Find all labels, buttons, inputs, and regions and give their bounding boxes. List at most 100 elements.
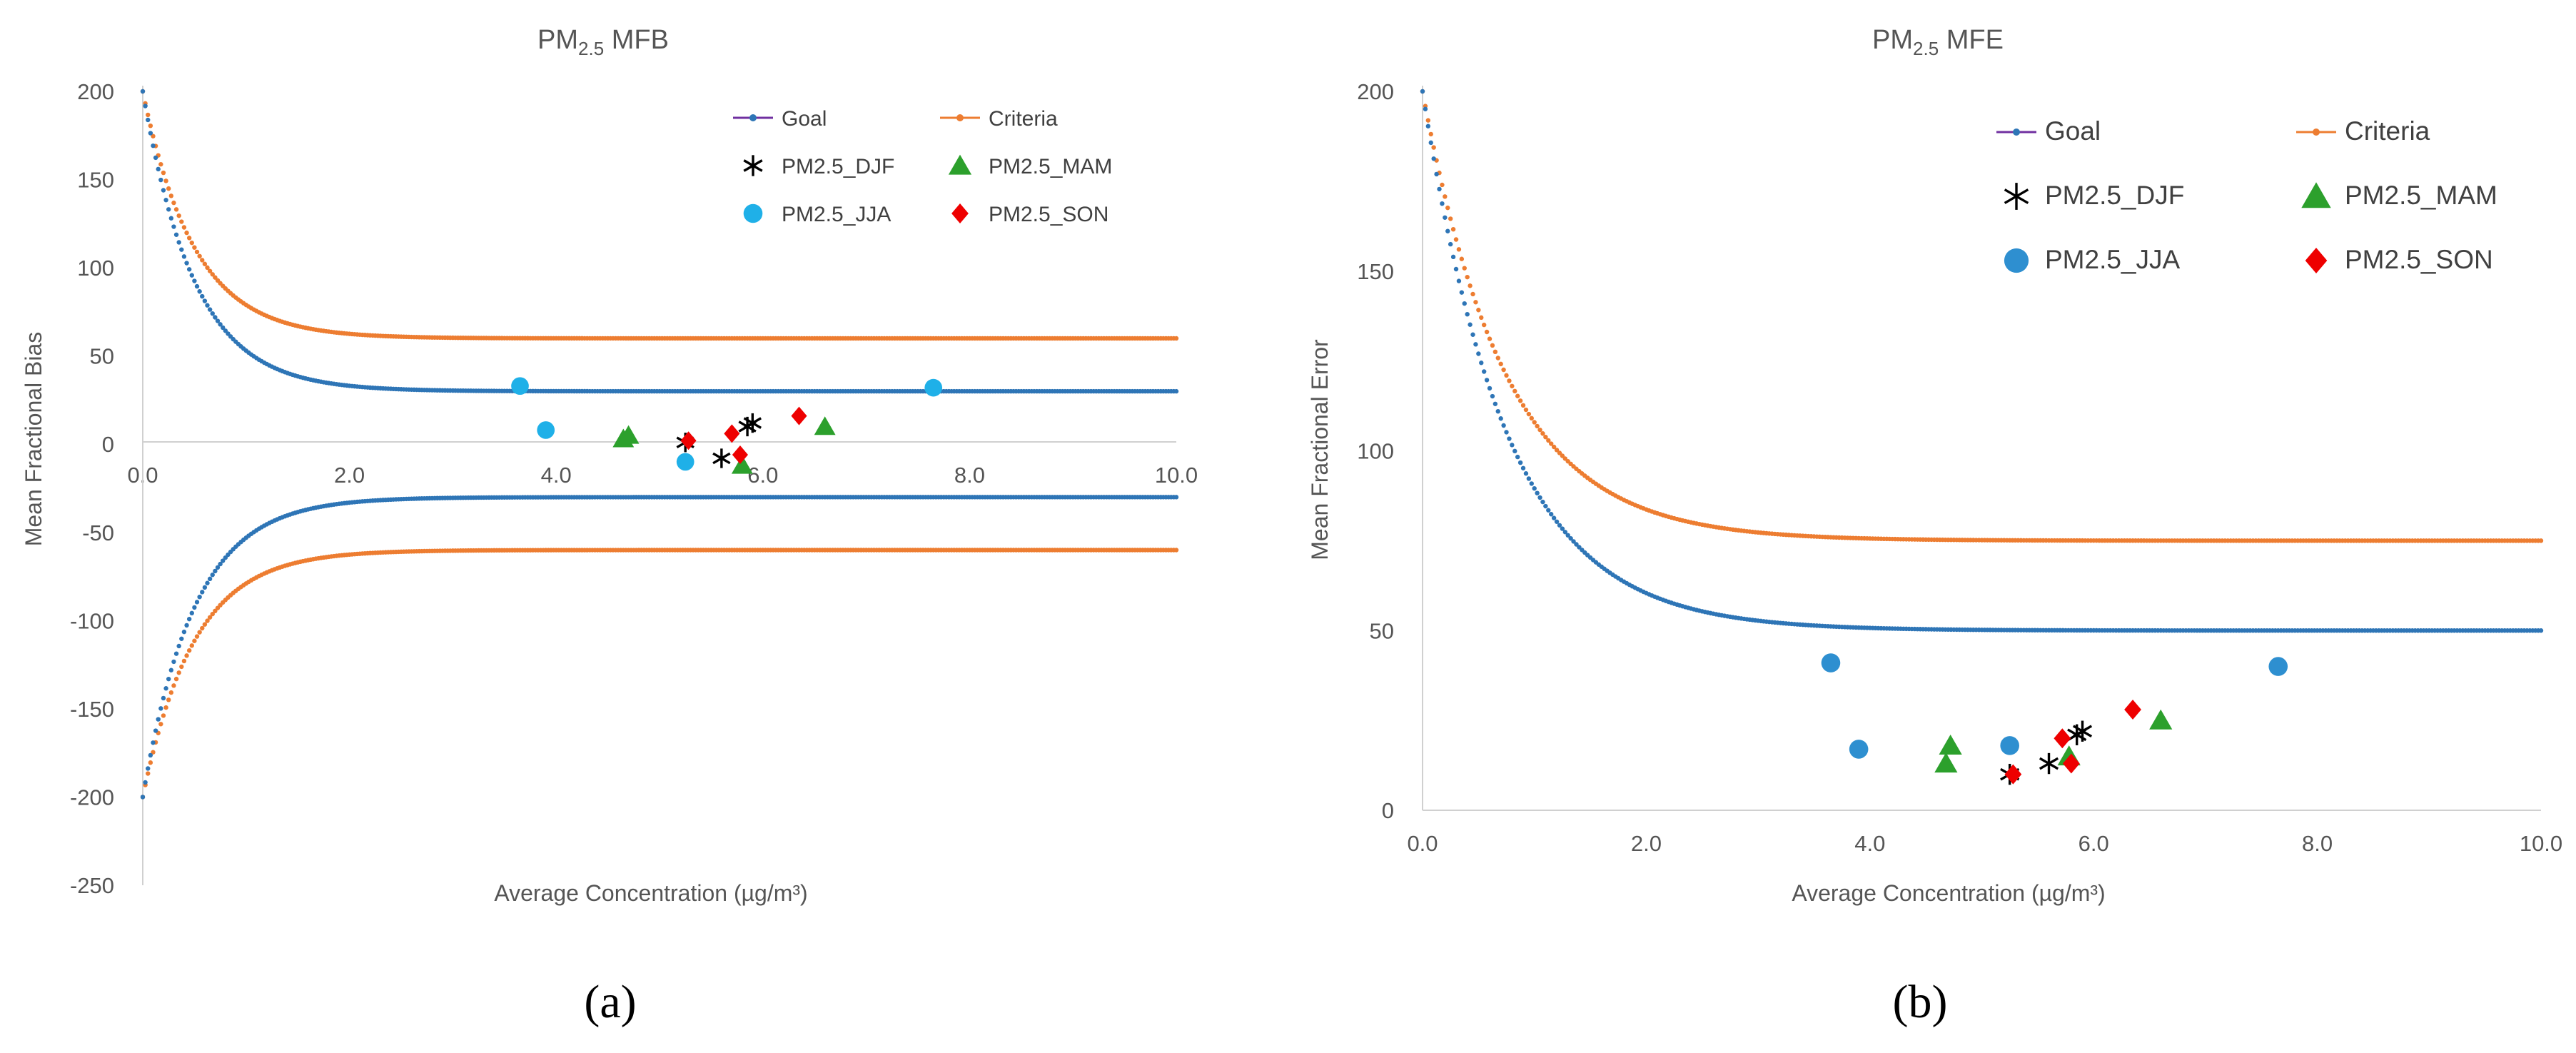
y-tick-label: 200	[77, 79, 114, 104]
x-tick-label: 10.0	[1155, 463, 1198, 488]
chart-b-title: PM2.5 MFE	[1872, 25, 2004, 59]
criteria-curve-lower	[140, 548, 1179, 800]
legend-marker-swatch	[2004, 183, 2029, 210]
data-point-pm25-jja	[511, 377, 529, 395]
data-point-pm25-djf	[712, 448, 731, 468]
legend-label: PM2.5_JJA	[2045, 245, 2181, 274]
legend-label: PM2.5_SON	[989, 203, 1108, 226]
y-tick-label: 100	[1357, 439, 1394, 464]
chart-b-y-tick-labels: 200 150 100 50 0	[1357, 79, 1394, 823]
x-tick-label: 8.0	[2302, 831, 2333, 856]
y-tick-label: 50	[90, 344, 114, 369]
y-tick-label: -200	[70, 785, 114, 810]
x-tick-label: 4.0	[541, 463, 572, 488]
legend-marker-swatch	[743, 155, 763, 176]
legend-marker-swatch	[2004, 248, 2029, 273]
legend-label: Criteria	[989, 107, 1058, 131]
legend-item-pm25-djf: PM2.5_DJF	[743, 155, 894, 178]
chart-panel-b: PM2.5 MFE Mean Fractional Error Average …	[1307, 25, 2562, 906]
chart-a-curves	[140, 89, 1179, 800]
chart-a-y-tick-labels: 200 150 100 50 0 -50 -100 -150 -200 -250	[70, 79, 114, 898]
data-point-pm25-jja	[924, 378, 943, 397]
x-tick-label: 2.0	[334, 463, 365, 488]
legend-item-pm25-jja: PM2.5_JJA	[2004, 245, 2181, 274]
legend-label: Goal	[782, 107, 827, 131]
y-tick-label: -250	[70, 873, 114, 898]
legend-label: PM2.5_DJF	[2045, 181, 2184, 210]
legend-item-criteria: Criteria	[2296, 116, 2430, 146]
legend-item-pm25-jja: PM2.5_JJA	[743, 203, 891, 226]
chart-b-curves	[1420, 89, 2544, 633]
legend-label: PM2.5_DJF	[782, 155, 894, 178]
legend-item-goal: Goal	[733, 107, 827, 131]
legend-item-goal: Goal	[1996, 116, 2101, 146]
data-point-pm25-mam	[731, 455, 753, 474]
chart-b-axes	[1422, 86, 2541, 811]
legend-dot-swatch	[2013, 129, 2020, 136]
chart-panel-a: PM2.5 MFB Mean Fractional Bias Average C…	[21, 25, 1198, 906]
chart-a-points	[511, 377, 943, 474]
chart-b-xlabel: Average Concentration (µg/m³)	[1792, 880, 2105, 906]
caption-a: (a)	[584, 976, 636, 1028]
data-point-pm25-djf	[2039, 752, 2059, 775]
x-tick-label: 4.0	[1854, 831, 1885, 856]
x-tick-label: 2.0	[1631, 831, 1662, 856]
legend-marker-swatch	[2305, 248, 2328, 273]
caption-b: (b)	[1893, 976, 1948, 1028]
data-point-pm25-jja	[1821, 653, 1841, 672]
legend-label: Criteria	[2345, 116, 2430, 146]
y-tick-label: 150	[1357, 259, 1394, 284]
x-tick-label: 6.0	[747, 463, 778, 488]
y-tick-label: 0	[102, 432, 114, 457]
data-point-pm25-djf	[2072, 720, 2093, 742]
data-point-pm25-son	[2062, 753, 2080, 774]
data-point-pm25-jja	[676, 453, 694, 471]
x-tick-label: 8.0	[954, 463, 985, 488]
chart-a-x-tick-labels: 0.0 2.0 4.0 6.0 8.0 10.0	[127, 463, 1198, 488]
legend-item-criteria: Criteria	[940, 107, 1058, 131]
legend-label: PM2.5_MAM	[2345, 181, 2497, 210]
legend-label: PM2.5_JJA	[782, 203, 891, 226]
y-tick-label: 100	[77, 256, 114, 281]
y-tick-label: -150	[70, 697, 114, 722]
x-tick-label: 6.0	[2079, 831, 2109, 856]
goal-curve	[1420, 89, 2544, 633]
data-point-pm25-mam	[1939, 734, 1962, 755]
goal-curve-upper	[140, 89, 1179, 394]
y-tick-label: -50	[82, 520, 114, 545]
data-point-pm25-son	[732, 445, 748, 465]
legend-item-pm25-son: PM2.5_SON	[951, 203, 1108, 226]
legend-marker-swatch	[743, 203, 763, 223]
y-tick-label: 50	[1370, 618, 1394, 643]
x-tick-label: 0.0	[1407, 831, 1438, 856]
data-point-pm25-djf	[743, 413, 762, 433]
data-point-pm25-son	[2004, 764, 2022, 785]
data-point-pm25-jja	[2268, 657, 2288, 676]
chart-b-x-tick-labels: 0.0 2.0 4.0 6.0 8.0 10.0	[1407, 831, 2562, 856]
goal-curve-lower	[140, 495, 1179, 800]
legend-item-pm25-mam: PM2.5_MAM	[2301, 181, 2497, 210]
data-point-pm25-jja	[1849, 740, 1869, 759]
chart-b-legend: Goal Criteria PM2.5_DJF PM2.5_MAM PM2.5_JJA P…	[1996, 116, 2497, 274]
legend-label: Goal	[2045, 116, 2101, 146]
chart-b-ylabel: Mean Fractional Error	[1307, 339, 1333, 560]
legend-item-pm25-son: PM2.5_SON	[2305, 245, 2493, 274]
legend-marker-swatch	[948, 154, 972, 175]
y-tick-label: 200	[1357, 79, 1394, 104]
x-tick-label: 10.0	[2520, 831, 2562, 856]
data-point-pm25-jja	[537, 421, 555, 439]
legend-label: PM2.5_SON	[2345, 245, 2493, 274]
data-point-pm25-son	[680, 431, 697, 450]
chart-a-title: PM2.5 MFB	[537, 25, 669, 59]
chart-b-points	[1821, 653, 2288, 785]
chart-a-axes	[142, 86, 1176, 885]
data-point-pm25-son	[724, 424, 740, 443]
legend-marker-swatch	[951, 203, 969, 223]
data-point-pm25-son	[791, 406, 807, 425]
data-point-pm25-mam	[617, 425, 640, 444]
legend-label: PM2.5_MAM	[989, 155, 1112, 178]
data-point-pm25-mam	[814, 416, 836, 435]
data-point-pm25-mam	[2149, 709, 2173, 730]
data-point-pm25-son	[2124, 700, 2141, 720]
